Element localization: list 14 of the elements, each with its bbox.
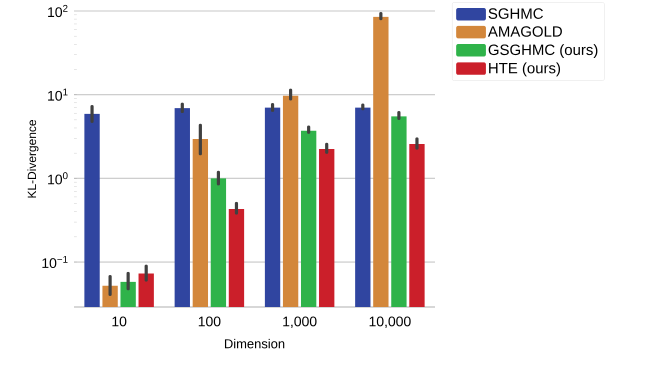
legend-label: HTE (ours) [489, 62, 560, 76]
legend-label: GSGHMC (ours) [488, 44, 598, 58]
y-axis-title: KL-Divergence [27, 120, 38, 198]
y-tick-label: 10$^{−1}$ [42, 256, 68, 268]
x-tick-label: 10 [112, 316, 126, 326]
x-tick-label: 10,000 [370, 316, 411, 328]
y-tick-label: 10$^{1}$ [48, 88, 68, 101]
legend-label: AMAGOLD [488, 26, 562, 37]
x-axis-title: Dimension [224, 338, 284, 348]
legend-label: SGHMC [488, 8, 543, 19]
y-tick-label: 10$^{2}$ [48, 4, 68, 18]
x-tick-label: 1,000 [283, 316, 317, 328]
x-tick-label: 100 [198, 316, 220, 326]
y-tick-label: 10$^{0}$ [48, 172, 68, 184]
